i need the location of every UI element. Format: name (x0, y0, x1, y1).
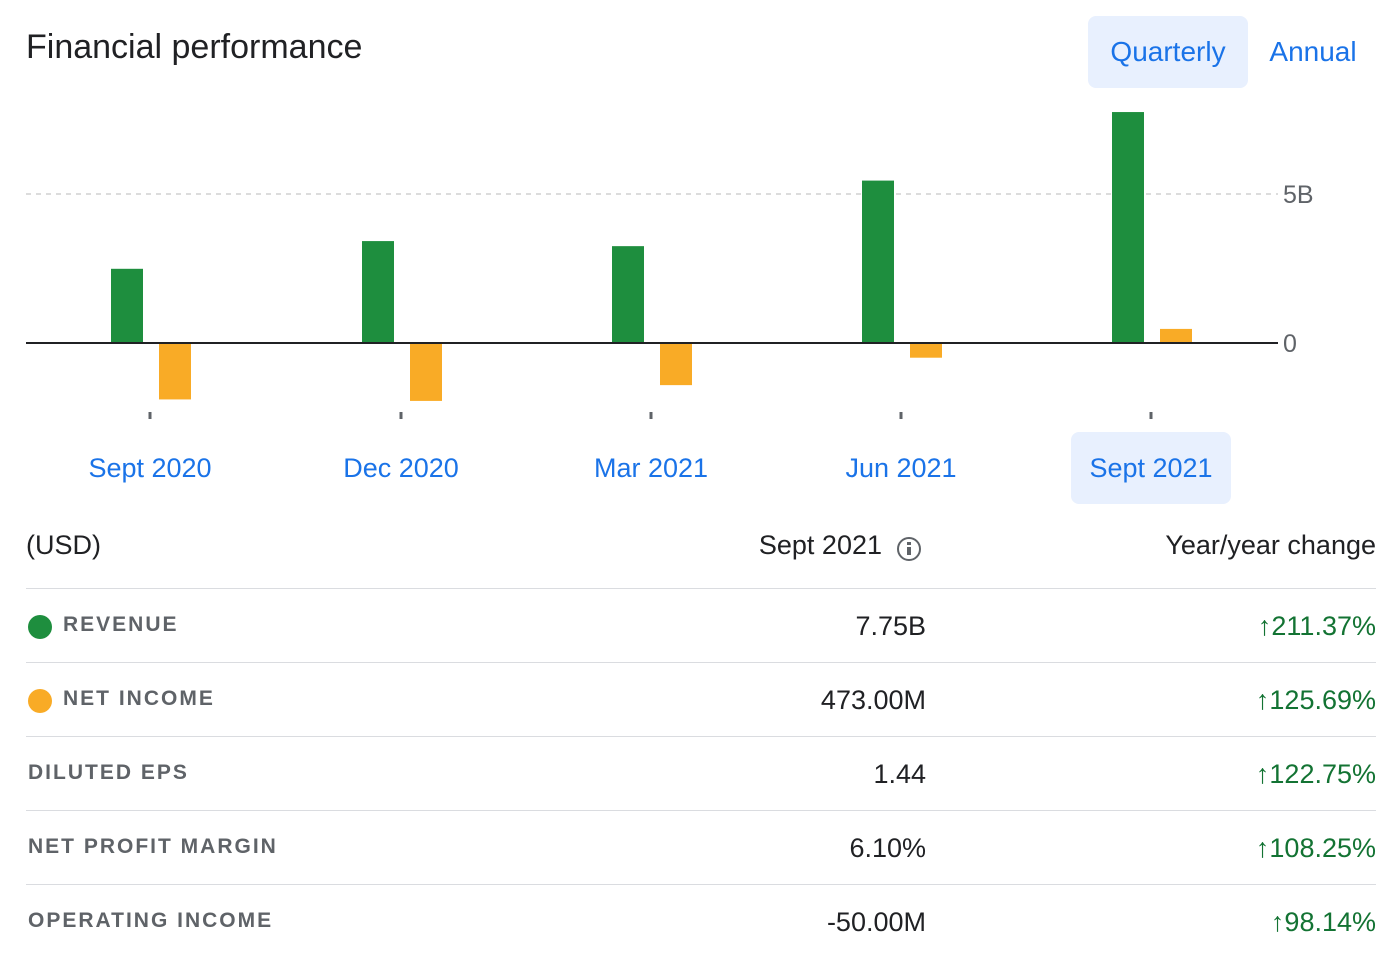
metric-value: 473.00M (820, 685, 926, 715)
period-button-mar-2021[interactable]: Mar 2021 (571, 432, 731, 504)
arrow-up-icon: ↑ (1255, 833, 1270, 863)
table-row: DILUTED EPS 1.44 ↑122.75% (26, 736, 1376, 811)
metric-value: 6.10% (849, 833, 926, 863)
legend-dot-icon (28, 689, 52, 713)
legend-dot-icon (28, 615, 52, 639)
bar-revenue-3 (612, 246, 644, 343)
metric-value: 1.44 (873, 759, 926, 789)
quarterly-toggle-button[interactable]: Quarterly (1088, 16, 1248, 88)
table-row: NET PROFIT MARGIN 6.10% ↑108.25% (26, 810, 1376, 885)
bar-revenue-2 (362, 241, 394, 343)
bar-revenue-4 (862, 180, 894, 343)
arrow-up-icon: ↑ (1257, 611, 1272, 641)
metric-label: NET INCOME (63, 687, 215, 710)
period-button-sept-2020[interactable]: Sept 2020 (70, 432, 230, 504)
arrow-up-icon: ↑ (1270, 907, 1285, 937)
metric-change: ↑98.14% (1270, 907, 1376, 937)
metric-change: ↑122.75% (1255, 759, 1376, 789)
metric-change: ↑125.69% (1255, 685, 1376, 715)
metric-label: OPERATING INCOME (28, 909, 274, 932)
financial-bar-chart: 5B 0 (26, 112, 1314, 419)
table-change-header: Year/year change (1165, 530, 1376, 560)
annual-toggle-button[interactable]: Annual (1252, 16, 1374, 88)
bar-revenue-5 (1112, 112, 1144, 343)
metric-label: NET PROFIT MARGIN (28, 835, 278, 858)
metric-label: DILUTED EPS (28, 761, 189, 784)
page-title: Financial performance (26, 28, 363, 66)
bar-net-income-3 (660, 344, 692, 386)
y-tick-label-5B: 5B (1283, 181, 1314, 209)
arrow-up-icon: ↑ (1255, 685, 1270, 715)
bar-net-income-1 (159, 344, 191, 400)
table-unit-header: (USD) (26, 530, 101, 560)
table-row: OPERATING INCOME -50.00M ↑98.14% (26, 884, 1376, 959)
y-tick-label-0: 0 (1283, 330, 1297, 358)
table-row: NET INCOME 473.00M ↑125.69% (26, 662, 1376, 737)
bar-net-income-5 (1160, 328, 1192, 343)
period-button-sept-2021[interactable]: Sept 2021 (1071, 432, 1231, 504)
bar-revenue-1 (111, 268, 143, 343)
period-button-dec-2020[interactable]: Dec 2020 (321, 432, 481, 504)
metric-change: ↑108.25% (1255, 833, 1376, 863)
table-row: REVENUE 7.75B ↑211.37% (26, 588, 1376, 663)
arrow-up-icon: ↑ (1255, 759, 1270, 789)
bar-net-income-2 (410, 344, 442, 401)
period-button-jun-2021[interactable]: Jun 2021 (821, 432, 981, 504)
bar-net-income-4 (910, 344, 942, 358)
metric-value: 7.75B (855, 611, 926, 641)
info-icon[interactable] (897, 537, 921, 561)
metric-label: REVENUE (63, 613, 179, 636)
metric-value: -50.00M (826, 907, 926, 937)
metric-change: ↑211.37% (1257, 611, 1376, 641)
table-period-header: Sept 2021 (758, 530, 882, 560)
